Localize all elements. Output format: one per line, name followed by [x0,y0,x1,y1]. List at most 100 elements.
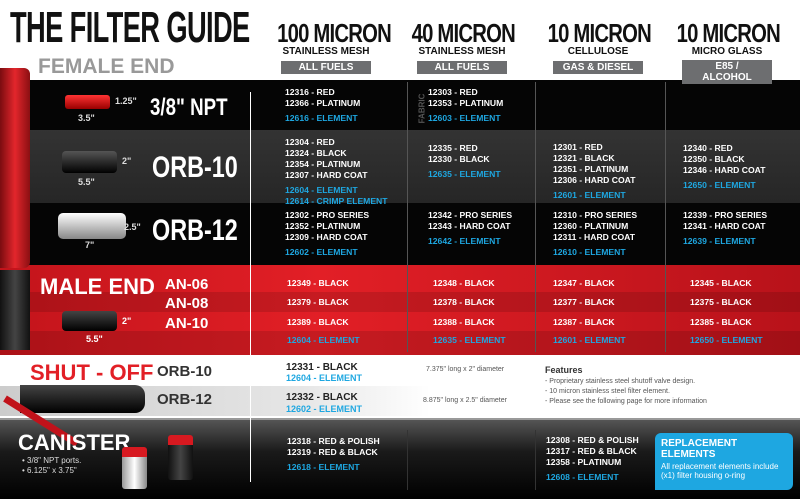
male-end-band [0,265,800,355]
part-line: 12350 - BLACK [683,154,745,164]
row-label-orb10: ORB-10 [152,151,262,185]
part-line: 12366 - PLATINUM [285,98,361,108]
fuel-badge: E85 / ALCOHOL [682,60,772,84]
part-line: 12360 - PLATINUM [553,221,629,231]
dim-diameter: 1.25" [115,96,137,106]
row-label-npt: 3/8" NPT [150,94,249,122]
title-text: THE FILTER GUIDE [10,3,250,52]
size-an08: AN-08 [165,295,209,312]
part-line: 12349 - BLACK [287,278,349,288]
row-label-text: ORB-12 [152,214,238,247]
part-line: 12319 - RED & BLACK [287,447,378,457]
npt-filter-image [65,95,110,109]
page-title: THE FILTER GUIDE [10,6,397,50]
shutoff-part-orb12: 12332 - BLACK [286,392,358,403]
part-line: 12378 - BLACK [433,297,495,307]
column-header-100-micron: 100 MICRON STAINLESS MESH ALL FUELS [261,18,392,75]
row-label-orb12: ORB-12 [152,214,262,248]
element-line: 12635 - ELEMENT [428,169,501,179]
part-line: 12321 - BLACK [553,153,615,163]
canister-bullets: • 3/8" NPT ports. • 6.125" x 3.75" [22,456,81,476]
size-an06: AN-06 [165,276,209,293]
dim-length: 5.5" [78,177,95,187]
part-line: 12340 - RED [683,143,733,153]
part-line: 12352 - PLATINUM [285,221,361,231]
column-title: 100 MICRON [277,18,392,48]
canister-col3: 12308 - RED & POLISH 12317 - RED & BLACK… [546,435,639,483]
part-line: 12387 - BLACK [553,317,615,327]
dim-length: 7" [85,240,95,250]
element-line: 12614 - CRIMP ELEMENT [285,196,388,206]
part-line: 12316 - RED [285,87,335,97]
canister-col1: 12318 - RED & POLISH 12319 - RED & BLACK… [287,436,380,473]
element-line: 12650 - ELEMENT [683,180,756,190]
column-subtitle: MICRO GLASS [691,46,763,57]
part-line: 12339 - PRO SERIES [683,210,768,220]
part-line: 12377 - BLACK [553,297,615,307]
shutoff-element-orb12: 12602 - ELEMENT [286,404,363,414]
feature-item: - Proprietary stainless steel shutoff va… [545,378,696,385]
part-line: 12351 - PLATINUM [553,164,629,174]
part-cell: 12302 - PRO SERIES 12352 - PLATINUM 12309 … [285,210,369,258]
fuel-badge: ALL FUELS [417,61,507,74]
row-label-text: ORB-10 [152,151,238,184]
fuel-badge: ALL FUELS [281,61,371,74]
row-orb12-band [0,203,800,265]
dim-diameter: 2" [122,156,132,166]
element-line: 12608 - ELEMENT [546,472,619,482]
part-line: 12302 - PRO SERIES [285,210,370,220]
part-line: 12388 - BLACK [433,317,495,327]
shutoff-valve-image [20,385,145,413]
shutoff-part-orb10: 12331 - BLACK [286,362,358,373]
orb10-filter-image [62,151,117,173]
element-line: 12604 - ELEMENT [285,185,358,195]
element-line: 12635 - ELEMENT [433,335,506,345]
canister-label: CANISTER [18,430,131,455]
column-header-10-micron-cellulose: 10 MICRON CELLULOSE GAS & DIESEL [533,20,663,75]
element-line: 12616 - ELEMENT [285,113,358,123]
part-cell: 12316 - RED 12366 - PLATINUM 12616 - ELEME… [285,87,360,124]
male-end-stripe [0,292,800,312]
part-cell: 12310 - PRO SERIES 12360 - PLATINUM 12311 … [553,210,637,258]
col-divider [535,430,536,490]
shutoff-dims-orb10: 7.375" long x 2" diameter [426,366,505,373]
part-cell: 12301 - RED 12321 - BLACK 12351 - PLATINUM… [553,142,635,201]
features-list: - Proprietary stainless steel shutoff va… [545,377,707,407]
part-cell: 12340 - RED 12350 - BLACK 12346 - HARD COA… [683,143,765,191]
orb12-filter-image [58,213,126,239]
female-filter-image [0,68,30,268]
part-line: 12308 - RED & POLISH [546,435,639,445]
column-subtitle: STAINLESS MESH [418,46,506,57]
male-filter-image [62,311,117,331]
part-line: 12318 - RED & POLISH [287,436,380,446]
part-line: 12346 - HARD COAT [683,165,766,175]
male-end-label: MALE END [40,274,155,299]
column-title: 10 MICRON [676,18,781,48]
part-line: 12343 - HARD COAT [428,221,511,231]
row-npt-band [0,80,800,130]
male-fitting-image [0,270,30,350]
column-title: 10 MICRON [547,18,652,48]
element-line: 12602 - ELEMENT [285,247,358,257]
part-line: 12348 - BLACK [433,278,495,288]
fuel-badge: GAS & DIESEL [553,61,643,74]
part-line: 12311 - HARD COAT [553,232,635,242]
size-an10: AN-10 [165,315,209,332]
shutoff-dims-orb12: 8.875" long x 2.5" diameter [423,397,507,404]
element-line: 12604 - ELEMENT [287,335,360,345]
canister-bullet: • 3/8" NPT ports. [22,456,82,465]
col-divider [665,82,666,352]
callout-body: All replacement elements include (x1) fi… [661,462,779,480]
shutoff-size-orb10: ORB-10 [157,363,213,380]
fabric-label: FABRIC [417,93,427,124]
canister-polished-image [122,447,147,489]
dim-diameter: 2.5" [124,222,141,232]
part-line: 12303 - RED [428,87,478,97]
part-line: 12304 - RED [285,137,335,147]
part-line: 12335 - RED [428,143,478,153]
part-line: 12310 - PRO SERIES [553,210,638,220]
column-header-40-micron: 40 MICRON STAINLESS MESH ALL FUELS [397,20,527,75]
part-cell: 12304 - RED 12324 - BLACK 12354 - PLATINUM… [285,137,388,207]
canister-bullet: • 6.125" x 3.75" [22,466,77,475]
dim-diameter: 2" [122,316,132,326]
